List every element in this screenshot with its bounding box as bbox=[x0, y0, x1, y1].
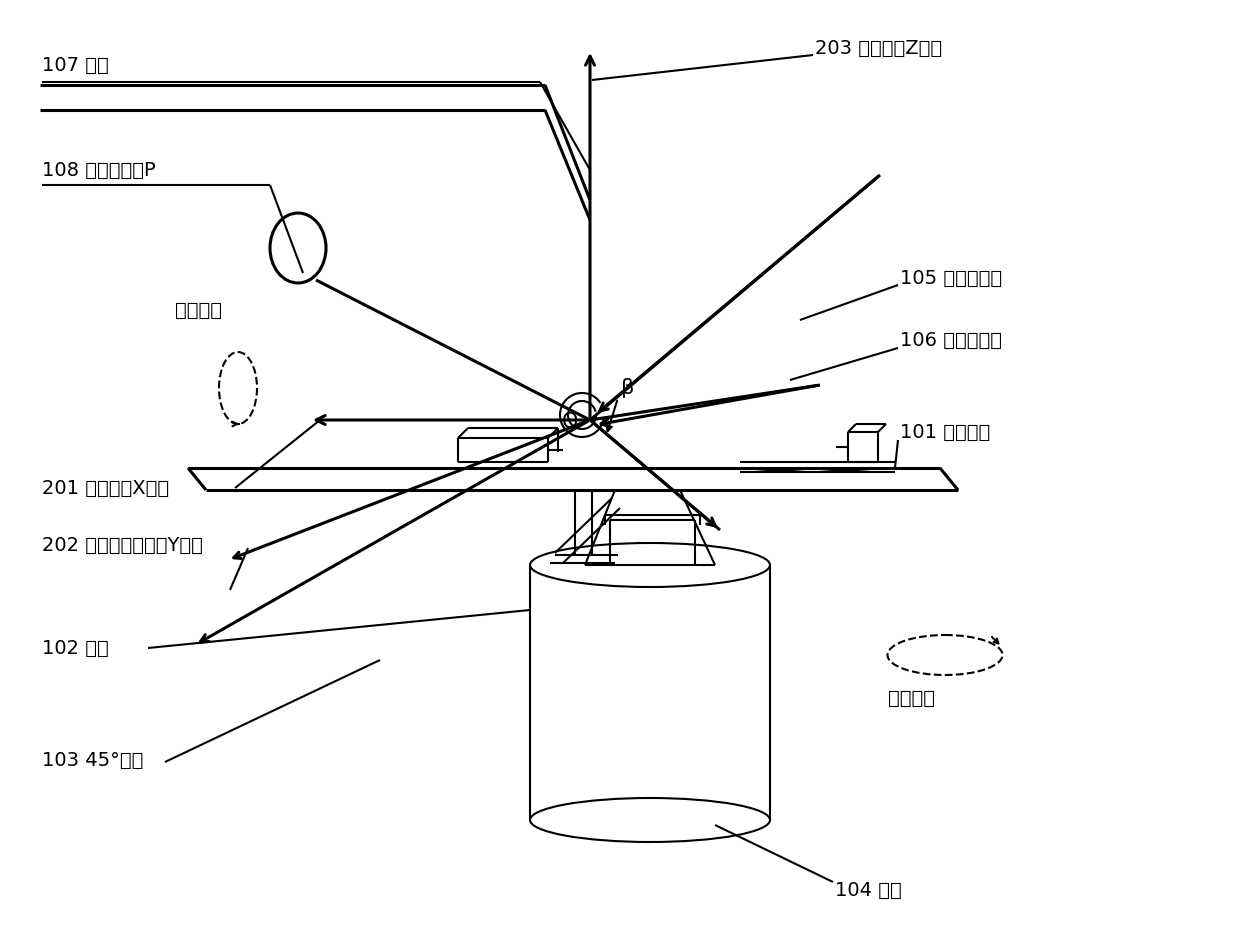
Text: 106 实际入射光: 106 实际入射光 bbox=[900, 330, 1002, 349]
Text: 垂直方向: 垂直方向 bbox=[175, 300, 222, 319]
Text: 108 目标上一点P: 108 目标上一点P bbox=[42, 160, 156, 180]
Text: 103 45°转镜: 103 45°转镜 bbox=[42, 751, 144, 769]
Text: 101 光学系统: 101 光学系统 bbox=[900, 422, 991, 442]
Text: 水平方向: 水平方向 bbox=[888, 689, 935, 708]
Text: O: O bbox=[562, 412, 578, 432]
Text: 105 理想入射光: 105 理想入射光 bbox=[900, 269, 1002, 287]
Text: 202 初始出射光线（Y轴）: 202 初始出射光线（Y轴） bbox=[42, 535, 203, 554]
Text: 201 俯仰轴（X轴）: 201 俯仰轴（X轴） bbox=[42, 478, 169, 498]
Text: 203 方位轴（Z轴）: 203 方位轴（Z轴） bbox=[815, 38, 942, 57]
Text: β: β bbox=[621, 378, 635, 398]
Text: 107 目标: 107 目标 bbox=[42, 55, 109, 75]
Text: 102 电机: 102 电机 bbox=[42, 638, 109, 657]
Text: 104 云台: 104 云台 bbox=[835, 881, 901, 899]
